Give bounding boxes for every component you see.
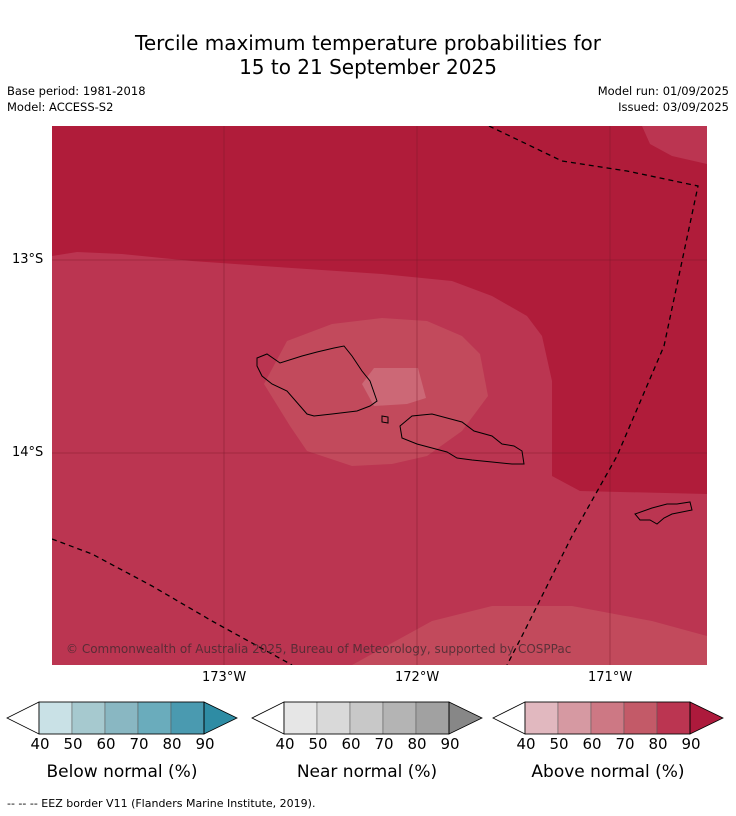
lon-label-171w: 171°W	[588, 670, 633, 685]
colorbar-arrow-low	[6, 701, 40, 735]
copyright-notice: © Commonwealth of Australia 2025, Bureau…	[66, 642, 571, 656]
base-period: Base period: 1981-2018	[7, 84, 146, 98]
colorbar-above	[492, 701, 724, 735]
colorbar-tick-label: 60	[96, 735, 116, 753]
colorbar-tick-label: 60	[582, 735, 602, 753]
upolu-island	[399, 413, 525, 465]
colorbar-segment	[316, 701, 351, 735]
lon-label-172w: 172°W	[395, 670, 440, 685]
colorbar-tick-label: 70	[615, 735, 635, 753]
colorbar-above-title: Above normal (%)	[531, 762, 685, 782]
issued-date: Issued: 03/09/2025	[618, 100, 729, 114]
colorbar-segment	[283, 701, 318, 735]
meta-right: Model run: 01/09/2025 Issued: 03/09/2025	[598, 83, 729, 115]
samoa-islands	[256, 345, 693, 525]
chart-title: Tercile maximum temperature probabilitie…	[0, 31, 736, 79]
graticule	[52, 126, 707, 665]
field-50-60	[362, 368, 426, 406]
colorbar-segment	[137, 701, 172, 735]
colorbar-tick-label: 40	[30, 735, 50, 753]
colorbar-below-ticks: 40 50 60 70 80 90	[6, 735, 238, 755]
lat-label-13s: 13°S	[12, 252, 44, 267]
field-70-80-corner	[642, 126, 707, 164]
colorbar-tick-label: 80	[407, 735, 427, 753]
field-70-80-bottom	[352, 606, 707, 665]
colorbar-segment	[104, 701, 139, 735]
colorbar-segment	[623, 701, 658, 735]
colorbar-segment	[382, 701, 417, 735]
field-80-90	[52, 126, 707, 494]
colorbar-near-ticks: 40 50 60 70 80 90	[251, 735, 483, 755]
colorbar-tick-label: 60	[341, 735, 361, 753]
colorbar-tick-label: 90	[681, 735, 701, 753]
colorbar-arrow-low	[251, 701, 285, 735]
colorbar-segment	[38, 701, 73, 735]
model-run: Model run: 01/09/2025	[597, 84, 729, 98]
colorbar-tick-label: 50	[63, 735, 83, 753]
colorbar-segment	[170, 701, 205, 735]
eez-border	[52, 126, 699, 665]
colorbar-tick-label: 40	[275, 735, 295, 753]
colorbar-tick-label: 70	[129, 735, 149, 753]
colorbar-segment	[656, 701, 691, 735]
lat-label-14s: 14°S	[12, 445, 44, 460]
colorbar-below	[6, 701, 238, 735]
colorbar-above-ticks: 40 50 60 70 80 90	[492, 735, 724, 755]
colorbar-tick-label: 80	[648, 735, 668, 753]
colorbar-segment	[415, 701, 450, 735]
colorbar-segment	[524, 701, 559, 735]
colorbar-tick-label: 70	[374, 735, 394, 753]
colorbar-outline	[38, 701, 205, 735]
title-line-1: Tercile maximum temperature probabilitie…	[135, 31, 601, 55]
colorbar-outline	[524, 701, 691, 735]
probability-map: © Commonwealth of Australia 2025, Bureau…	[52, 126, 707, 665]
colorbar-arrow-low	[492, 701, 526, 735]
colorbar-outline	[283, 701, 450, 735]
colorbar-tick-label: 50	[308, 735, 328, 753]
colorbar-below-title: Below normal (%)	[46, 762, 198, 782]
colorbar-tick-label: 40	[516, 735, 536, 753]
lon-label-173w: 173°W	[202, 670, 247, 685]
colorbar-tick-label: 50	[549, 735, 569, 753]
colorbar-segment	[590, 701, 625, 735]
colorbar-near	[251, 701, 483, 735]
eez-footnote: -- -- -- EEZ border V11 (Flanders Marine…	[7, 797, 316, 810]
colorbar-near-title: Near normal (%)	[296, 762, 438, 782]
colorbar-tick-label: 80	[162, 735, 182, 753]
title-line-2: 15 to 21 September 2025	[239, 55, 497, 79]
meta-left: Base period: 1981-2018 Model: ACCESS-S2	[7, 83, 146, 115]
tutuila-island	[634, 501, 693, 525]
colorbar-arrow-high	[203, 701, 238, 735]
colorbar-arrow-high	[689, 701, 724, 735]
colorbar-segment	[557, 701, 592, 735]
colorbar-arrow-high	[448, 701, 483, 735]
colorbar-tick-label: 90	[440, 735, 460, 753]
model-name: Model: ACCESS-S2	[7, 100, 114, 114]
colorbar-segment	[71, 701, 106, 735]
savaii-island	[256, 345, 378, 417]
colorbar-segment	[349, 701, 384, 735]
colorbar-tick-label: 90	[195, 735, 215, 753]
apolima-island	[381, 415, 389, 424]
